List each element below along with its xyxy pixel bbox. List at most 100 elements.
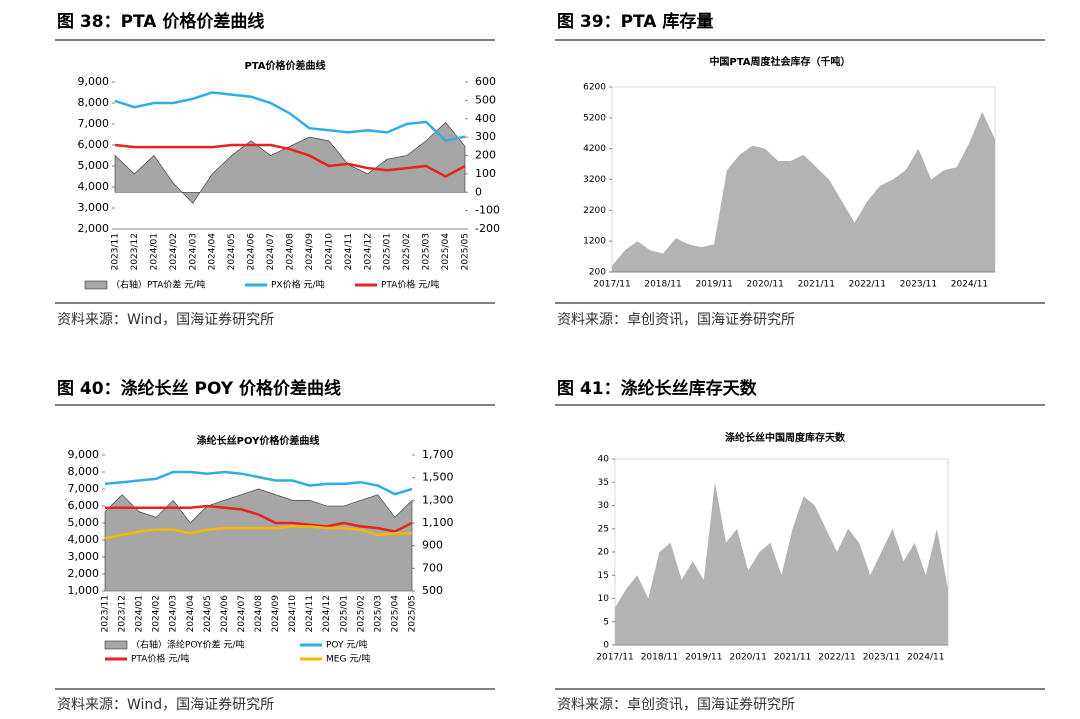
y-tick-label: 1,000 [68,584,100,597]
source: 资料来源：卓创资讯，国海证券研究所 [557,312,795,328]
x-tick-label: 2024/12 [322,595,332,632]
y-tick-label: 4200 [583,144,606,154]
x-tick-label: 2024/01 [135,595,145,632]
area [114,121,466,204]
y-tick-label: 6200 [583,83,606,93]
figure-heading: 图 41：涤纶长丝库存天数 [557,378,758,399]
y2-tick-label: -200 [475,222,500,235]
x-tick-label: 2024/11 [305,595,315,632]
y-tick-label: 6,000 [68,499,100,512]
x-tick-label: 2024/02 [169,233,179,270]
y2-tick-label: 700 [422,561,443,574]
x-tick-label: 2023/11 [101,595,111,632]
legend-swatch [84,280,108,290]
area [104,488,413,592]
line [114,91,466,143]
y2-tick-label: 1,100 [422,516,454,529]
chart-title: 涤纶长丝中国周度库存天数 [725,431,846,444]
y-tick-label: 7,000 [68,482,100,495]
y2-tick-label: 500 [422,584,443,597]
x-tick-label: 2024/01 [149,233,159,270]
chart-title: 涤纶长丝POY价格价差曲线 [197,434,320,447]
x-tick-label: 2019/11 [685,653,722,663]
y2-tick-label: 1,700 [422,448,454,461]
x-tick-label: 2018/11 [644,280,681,290]
x-tick-label: 2024/06 [247,233,257,271]
y2-tick-label: -100 [475,204,500,217]
x-tick-label: 2024/09 [271,595,281,633]
x-tick-label: 2024/04 [208,233,218,271]
y-tick-label: 7,000 [78,117,110,130]
x-tick-label: 2017/11 [596,653,633,663]
y-tick-label: 3,000 [68,550,100,563]
y-tick-label: 2200 [583,206,606,216]
y-tick-label: 2,000 [78,222,110,235]
x-tick-label: 2024/07 [266,233,276,270]
source: 资料来源：卓创资讯，国海证券研究所 [557,697,795,713]
y-tick-label: 10 [598,594,610,604]
x-tick-label: 2024/12 [363,233,373,270]
y-tick-label: 9,000 [68,448,100,461]
x-tick-label: 2025/02 [356,595,366,632]
y2-tick-label: 1,500 [422,471,454,484]
x-tick-label: 2022/11 [849,280,886,290]
y-tick-label: 1200 [583,237,606,247]
x-tick-label: 2023/11 [863,653,900,663]
chart-title: PTA价格价差曲线 [244,59,325,72]
x-tick-label: 2024/07 [237,595,247,632]
legend-label: PTA价格 元/吨 [381,279,439,291]
x-tick-label: 2024/02 [152,595,162,632]
x-tick-label: 2024/11 [344,233,354,270]
figure-heading: 图 38：PTA 价格价差曲线 [57,11,264,32]
source: 资料来源：Wind，国海证券研究所 [57,697,274,713]
x-tick-label: 2024/11 [951,280,988,290]
x-tick-label: 2024/11 [907,653,944,663]
x-tick-label: 2023/11 [900,280,937,290]
y2-tick-label: 400 [475,112,496,125]
y2-tick-label: 1,300 [422,493,454,506]
figure-heading: 图 39：PTA 库存量 [557,11,713,32]
x-tick-label: 2023/12 [118,595,128,632]
x-tick-label: 2025/04 [441,233,451,271]
x-tick-label: 2024/03 [188,233,198,270]
x-tick-label: 2024/10 [288,595,298,633]
y2-tick-label: 200 [475,149,496,162]
x-tick-label: 2024/08 [286,233,296,271]
y2-tick-label: 600 [475,75,496,88]
x-tick-label: 2024/03 [169,595,179,632]
legend-label: （右轴）涤纶POY价差 元/吨 [131,639,244,651]
x-tick-label: 2025/05 [408,595,418,632]
x-tick-label: 2025/03 [373,595,383,632]
y-tick-label: 5,000 [78,159,110,172]
legend-swatch [104,640,128,650]
x-tick-label: 2020/11 [747,280,784,290]
legend-label: PTA价格 元/吨 [131,653,189,665]
y-tick-label: 8,000 [78,96,110,109]
x-tick-label: 2023/12 [130,233,140,270]
x-tick-label: 2025/03 [422,233,432,270]
x-tick-label: 2024/06 [220,595,230,633]
figure-heading: 图 40：涤纶长丝 POY 价格价差曲线 [57,378,341,399]
x-tick-label: 2024/08 [254,595,264,633]
y-tick-label: 25 [598,524,609,534]
y-tick-label: 4,000 [78,180,110,193]
y-tick-label: 5 [603,617,609,627]
y-tick-label: 0 [603,641,609,651]
x-tick-label: 2019/11 [695,280,732,290]
chart-title: 中国PTA周度社会库存（千吨） [709,55,850,68]
line [104,470,413,496]
x-tick-label: 2025/02 [402,233,412,270]
y-tick-label: 40 [598,455,610,465]
y-tick-label: 3,000 [78,201,110,214]
source: 资料来源：Wind，国海证券研究所 [57,312,274,328]
x-tick-label: 2018/11 [641,653,678,663]
y2-tick-label: 0 [475,185,482,198]
x-tick-label: 2022/11 [818,653,855,663]
y-tick-label: 9,000 [78,75,110,88]
x-tick-label: 2024/04 [186,595,196,633]
y-tick-label: 200 [589,268,606,278]
x-tick-label: 2020/11 [730,653,767,663]
x-tick-label: 2021/11 [798,280,835,290]
y-tick-label: 5200 [583,113,606,123]
